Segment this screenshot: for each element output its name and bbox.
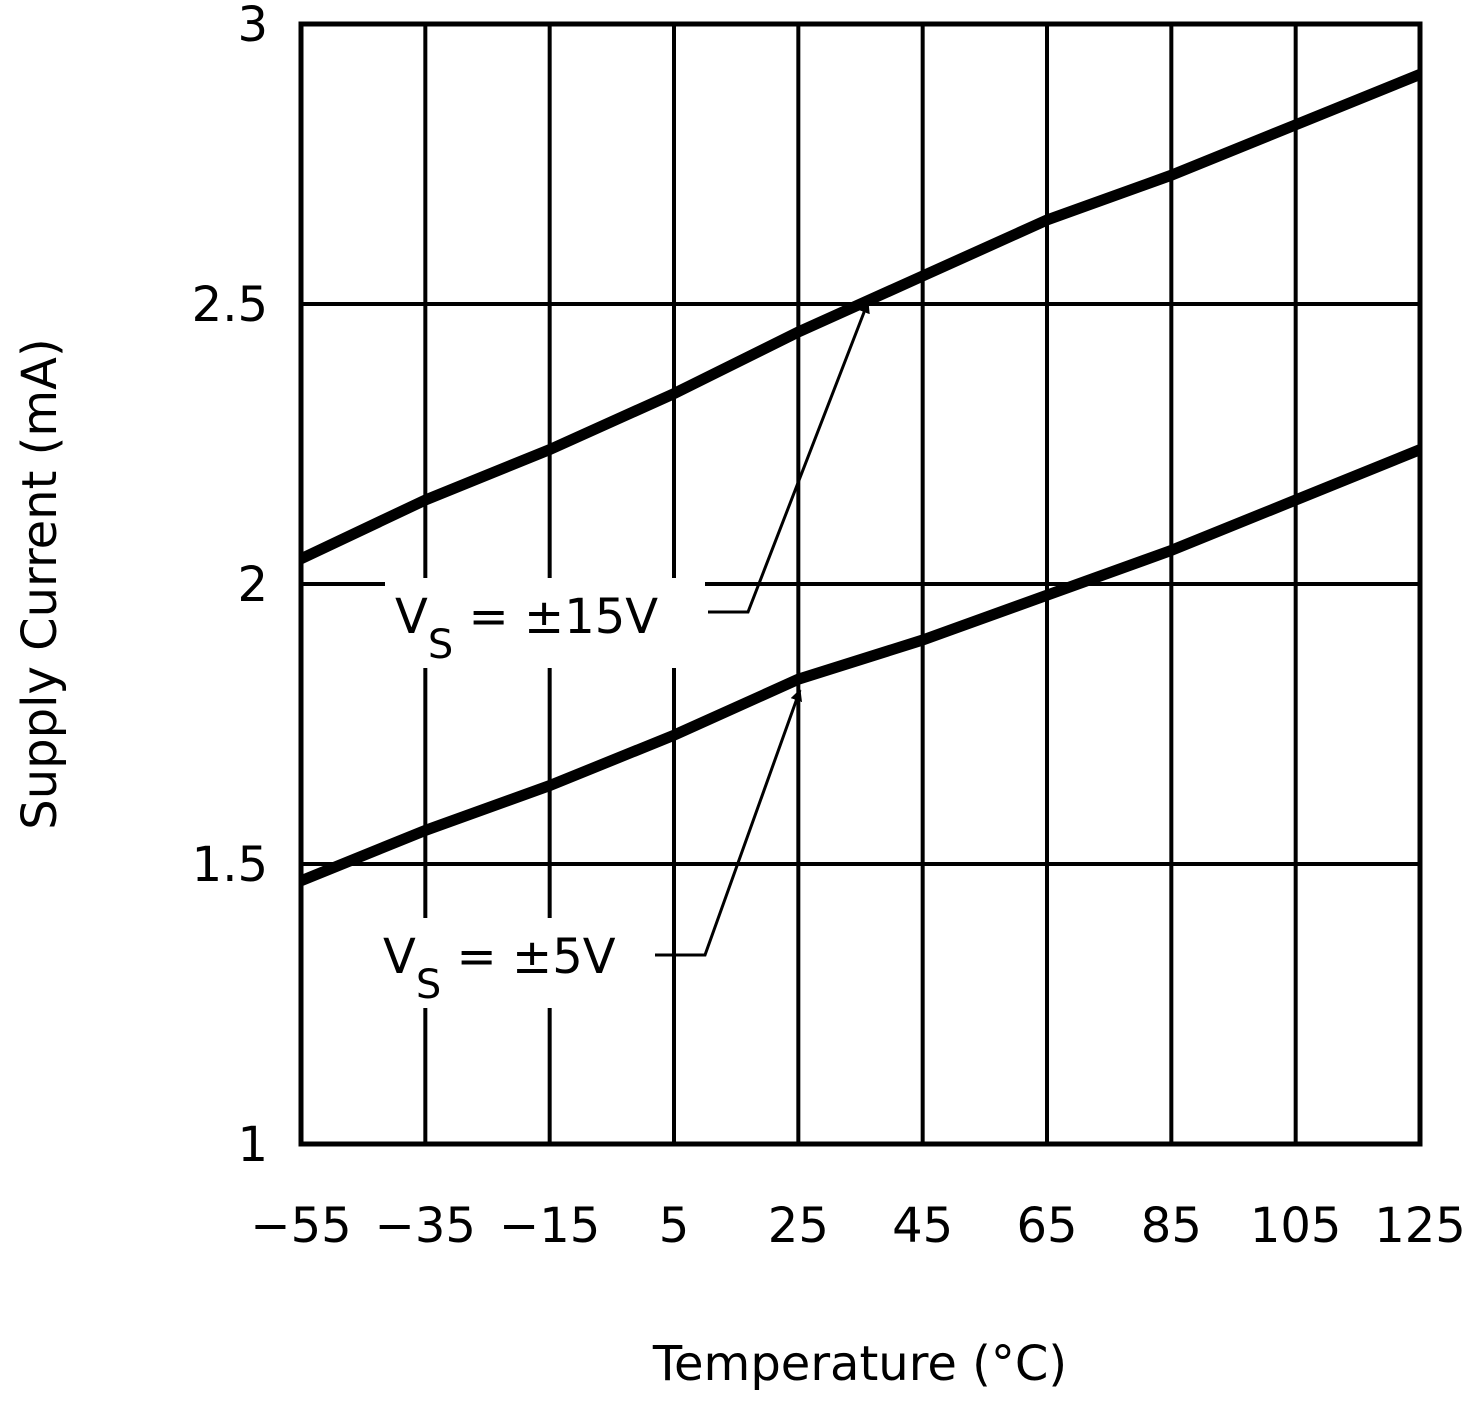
y-tick-label: 3: [237, 0, 268, 53]
x-tick-label: −15: [499, 1198, 600, 1254]
annotation-arrow: [708, 300, 870, 614]
series-line: [298, 444, 1423, 886]
y-tick-label: 2: [237, 557, 268, 613]
annotation: VS = ±15V: [395, 589, 658, 668]
x-tick-label: 5: [659, 1198, 690, 1254]
annotation-bg: [372, 918, 652, 1008]
x-tick-label: −35: [375, 1198, 476, 1254]
y-tick-label: 1: [237, 1117, 268, 1173]
lines: [298, 69, 1423, 886]
y-tick-label: 1.5: [192, 837, 268, 893]
x-tick-label: 125: [1374, 1198, 1462, 1254]
y-axis-title: Supply Current (mA): [12, 338, 68, 829]
x-tick-label: 45: [892, 1198, 953, 1254]
annotation-bg: [385, 578, 705, 668]
x-tick-label: 25: [768, 1198, 829, 1254]
series-line: [298, 69, 1423, 564]
x-tick-label: 65: [1016, 1198, 1077, 1254]
x-tick-label: 85: [1141, 1198, 1202, 1254]
x-tick-label: −55: [250, 1198, 351, 1254]
y-tick-label: 2.5: [192, 277, 268, 333]
annotation: VS = ±5V: [383, 929, 616, 1008]
annotation-arrow: [655, 688, 803, 957]
x-tick-label: 105: [1250, 1198, 1342, 1254]
plot-frame: [298, 21, 1423, 1147]
x-axis-title: Temperature (°C): [652, 1336, 1067, 1392]
